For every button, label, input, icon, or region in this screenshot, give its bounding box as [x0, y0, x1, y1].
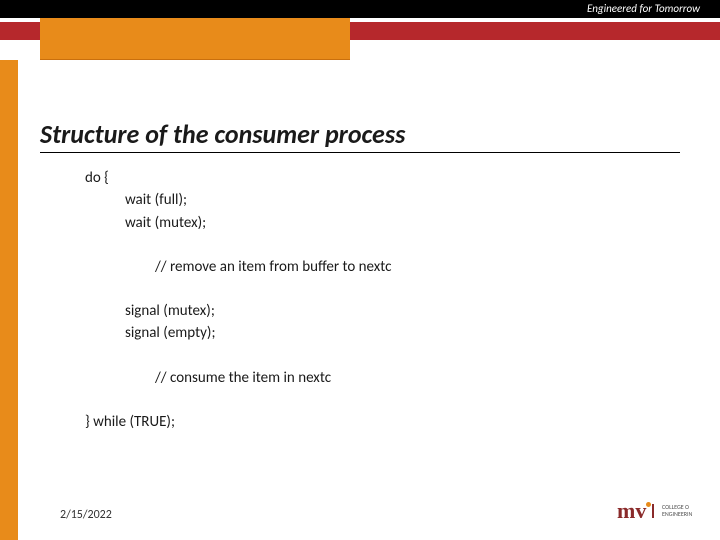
slide-title: Structure of the consumer process: [40, 118, 405, 150]
footer-date: 2/15/2022: [60, 508, 112, 522]
logo-i-stem: [652, 504, 654, 518]
footer-logo: mv COLLEGE O ENGINEERIN: [617, 498, 712, 530]
code-comment: // remove an item from buffer to nextc: [85, 257, 645, 277]
header-tagline: Engineered for Tomorrow: [587, 0, 700, 18]
code-line: } while (TRUE);: [85, 412, 645, 432]
logo-mark-text: mv: [617, 498, 646, 523]
code-line: signal (mutex);: [85, 301, 645, 321]
slide-content: do { wait (full); wait (mutex); // remov…: [85, 168, 645, 434]
spacer: [85, 279, 645, 301]
logo-dot-icon: [646, 502, 651, 507]
spacer: [85, 346, 645, 368]
logo-text-bottom: ENGINEERIN: [662, 510, 692, 518]
code-line: do {: [85, 168, 645, 188]
code-line: wait (mutex);: [85, 213, 645, 233]
spacer: [85, 235, 645, 257]
code-comment: // consume the item in nextc: [85, 368, 645, 388]
logo-subtext: COLLEGE O ENGINEERIN: [662, 504, 692, 518]
spacer: [85, 390, 645, 412]
logo-mark: mv: [617, 498, 654, 524]
code-line: signal (empty);: [85, 323, 645, 343]
left-orange-bar: [0, 60, 18, 540]
code-line: wait (full);: [85, 190, 645, 210]
title-underline: [40, 152, 680, 153]
header-orange-notch: [40, 18, 350, 60]
